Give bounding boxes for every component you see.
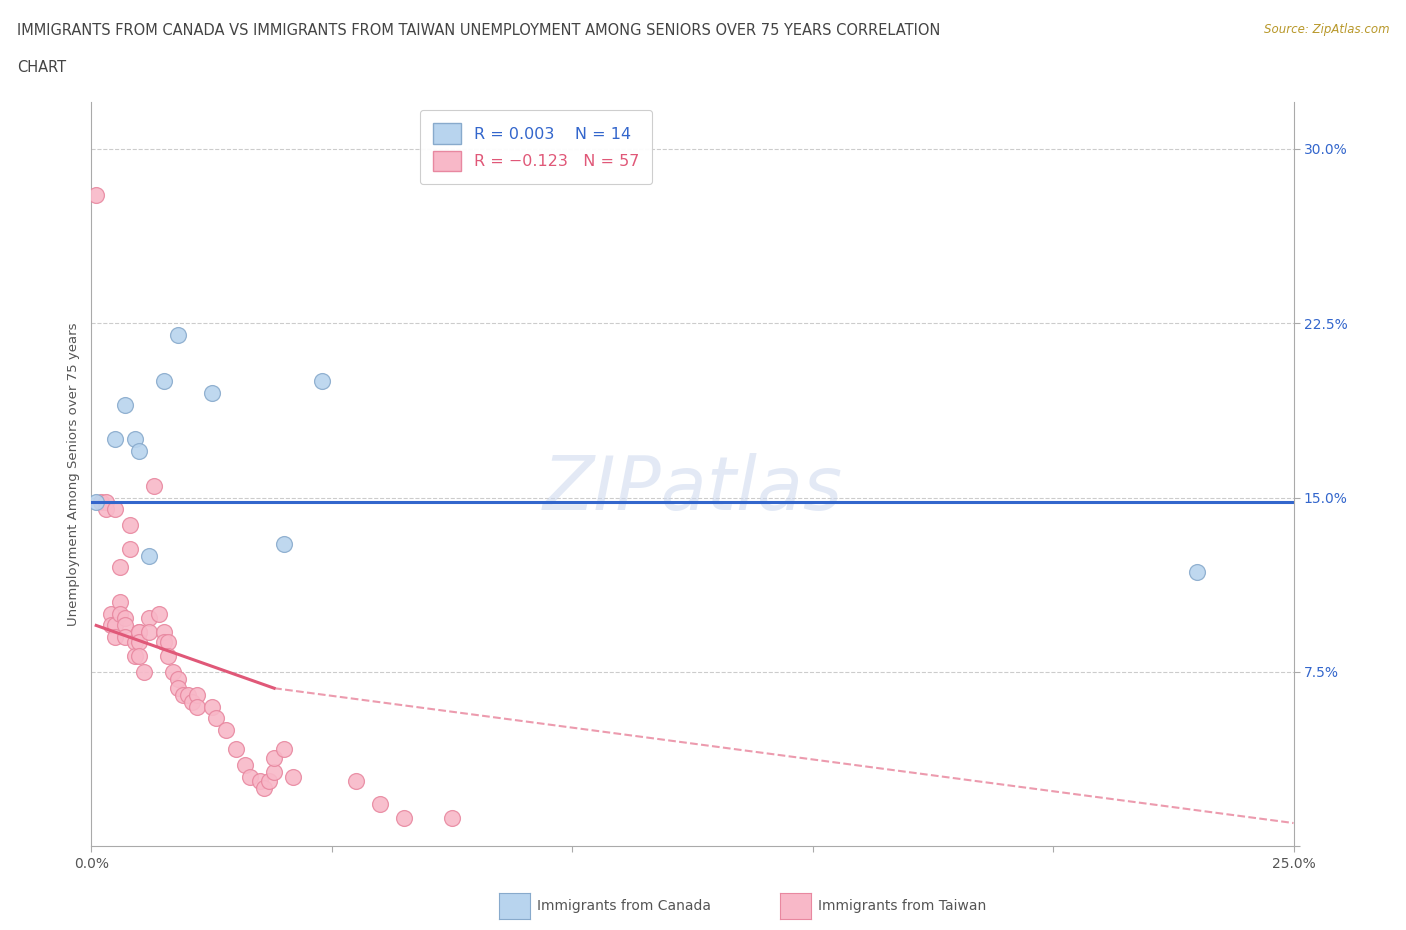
Text: Immigrants from Taiwan: Immigrants from Taiwan [818, 898, 987, 913]
Point [110, 560, 132, 575]
Point [1187, 565, 1209, 579]
Point [233, 757, 256, 772]
Text: ZIPatlas: ZIPatlas [543, 453, 842, 525]
Point [253, 781, 276, 796]
Point [142, 479, 165, 494]
Point [84, 495, 107, 510]
Point [100, 606, 122, 621]
Point [134, 665, 156, 680]
Point [263, 764, 285, 779]
Text: Source: ZipAtlas.com: Source: ZipAtlas.com [1264, 23, 1389, 36]
Point [114, 618, 136, 633]
Point [392, 811, 415, 826]
Text: Immigrants from Canada: Immigrants from Canada [537, 898, 711, 913]
Point [100, 618, 122, 633]
Point [118, 541, 141, 556]
Point [263, 751, 285, 765]
Point [172, 688, 194, 703]
Point [128, 625, 150, 640]
Point [124, 634, 146, 649]
Point [90, 495, 112, 510]
Point [167, 327, 190, 342]
Point [215, 723, 238, 737]
Point [181, 695, 204, 710]
Point [152, 634, 174, 649]
Point [94, 502, 117, 517]
Point [138, 611, 160, 626]
Point [110, 606, 132, 621]
Point [152, 374, 174, 389]
Point [94, 495, 117, 510]
Point [201, 699, 224, 714]
Point [283, 769, 305, 784]
Point [124, 432, 146, 447]
Point [128, 625, 150, 640]
Point [114, 397, 136, 412]
Point [104, 618, 127, 633]
Point [162, 665, 184, 680]
Point [157, 648, 180, 663]
Point [104, 630, 127, 644]
Point [273, 741, 295, 756]
Point [148, 606, 170, 621]
Legend: R = 0.003    N = 14, R = −0.123   N = 57: R = 0.003 N = 14, R = −0.123 N = 57 [420, 111, 652, 184]
Point [157, 634, 180, 649]
Point [205, 711, 228, 726]
Point [110, 595, 132, 610]
Point [186, 688, 208, 703]
Point [118, 518, 141, 533]
Point [311, 374, 333, 389]
Y-axis label: Unemployment Among Seniors over 75 years: Unemployment Among Seniors over 75 years [67, 323, 80, 626]
Text: CHART: CHART [17, 60, 66, 75]
Point [249, 774, 271, 789]
Point [124, 648, 146, 663]
Point [167, 671, 190, 686]
Point [273, 537, 295, 551]
Point [259, 774, 281, 789]
Point [114, 611, 136, 626]
Point [225, 741, 247, 756]
Point [344, 774, 367, 789]
Point [138, 549, 160, 564]
Point [167, 681, 190, 696]
Point [186, 699, 208, 714]
Point [128, 648, 150, 663]
Point [152, 625, 174, 640]
Point [104, 432, 127, 447]
Point [128, 634, 150, 649]
Point [84, 188, 107, 203]
Point [114, 630, 136, 644]
Point [440, 811, 463, 826]
Point [239, 769, 262, 784]
Point [104, 502, 127, 517]
Point [176, 688, 198, 703]
Point [128, 444, 150, 458]
Point [368, 797, 391, 812]
Text: IMMIGRANTS FROM CANADA VS IMMIGRANTS FROM TAIWAN UNEMPLOYMENT AMONG SENIORS OVER: IMMIGRANTS FROM CANADA VS IMMIGRANTS FRO… [17, 23, 941, 38]
Point [201, 386, 224, 401]
Point [138, 625, 160, 640]
